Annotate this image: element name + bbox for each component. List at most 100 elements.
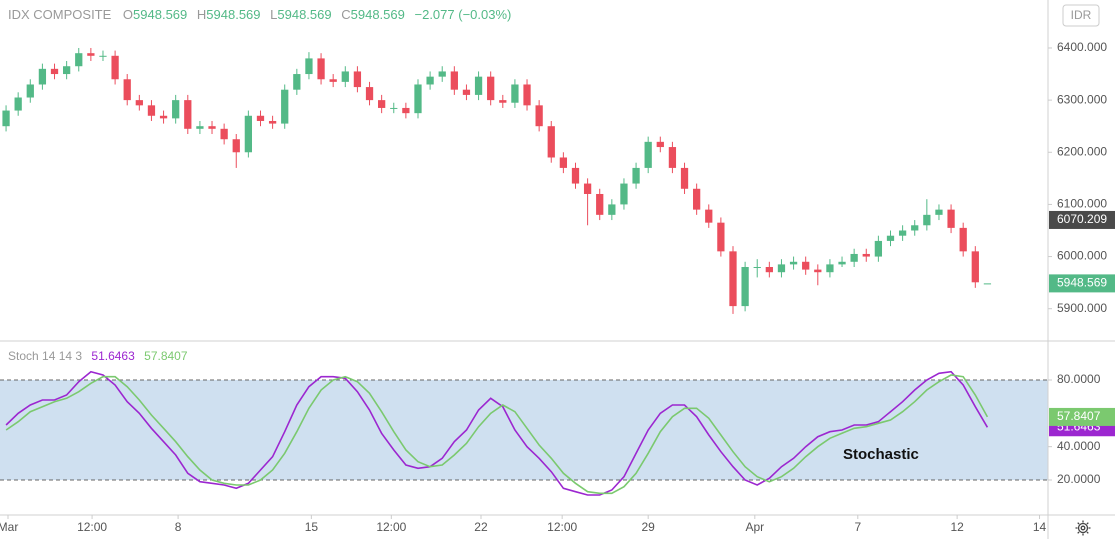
ohlc-value: 5948.569: [206, 7, 260, 22]
candle-body: [923, 214, 931, 226]
candle-body: [208, 126, 216, 129]
candle-body: [378, 100, 386, 108]
candle-body: [608, 204, 616, 215]
ohlc-letter: O: [123, 7, 133, 22]
candle-body: [511, 84, 519, 103]
candle-body: [111, 55, 119, 80]
candle-body: [196, 126, 204, 129]
candle-body: [38, 68, 47, 85]
header: IDX COMPOSITE O5948.569 H5948.569 L5948.…: [8, 7, 511, 22]
candle-body: [14, 97, 22, 111]
price-label: 5948.569: [1057, 276, 1107, 290]
candle-body: [523, 84, 531, 106]
stoch-k-value: 51.6463: [91, 349, 135, 363]
plot: [5, 370, 989, 496]
candle-body: [693, 188, 701, 210]
candle-body: [547, 126, 555, 158]
candle-body: [753, 266, 761, 268]
candle-body: [2, 110, 10, 127]
candle-body: [244, 115, 253, 153]
candle-body: [717, 222, 725, 252]
candle-body: [596, 193, 604, 215]
candle-body: [620, 183, 628, 205]
candle-body: [656, 141, 664, 148]
y-tick-label: 6400.000: [1057, 40, 1107, 54]
candle-body: [959, 227, 967, 252]
symbol: IDX COMPOSITE: [8, 7, 112, 22]
candle-body: [353, 71, 362, 88]
candle-body: [123, 79, 131, 101]
ohlc-letter: H: [197, 7, 206, 22]
candle-body: [293, 74, 301, 90]
x-tick-label: 12: [950, 520, 964, 534]
ohlc-value: 5948.569: [133, 7, 187, 22]
price-label-box: [1049, 274, 1115, 293]
y-tick-label: 80.0000: [1057, 372, 1101, 386]
x-tick-label: 29: [642, 520, 656, 534]
candle-body: [147, 105, 156, 116]
candle-body: [705, 209, 713, 223]
candle-body: [983, 283, 992, 285]
candle-body: [583, 183, 592, 194]
y-tick-label: 6000.000: [1057, 249, 1107, 263]
candle-body: [935, 209, 943, 215]
ohlc-letter: L: [270, 7, 277, 22]
x-tick-label: Mar: [0, 520, 18, 534]
x-tick-label: 15: [305, 520, 319, 534]
price-label-box: [1049, 210, 1115, 229]
candle-body: [172, 100, 180, 119]
candle-body: [256, 115, 265, 121]
annotation: Stochastic: [843, 446, 919, 463]
candle-body: [281, 89, 289, 124]
candle-body: [438, 71, 446, 77]
candle-body: [898, 230, 907, 236]
candle-body: [414, 84, 422, 114]
candle-body: [777, 264, 786, 273]
candle-body: [232, 139, 240, 153]
candle-body: [317, 58, 325, 80]
candle-body: [911, 225, 919, 231]
settings-icon[interactable]: [1075, 520, 1091, 536]
y-tick-label: 20.0000: [1057, 472, 1101, 486]
candle-body: [571, 167, 580, 184]
stoch-label: Stoch 14 14 3: [8, 349, 82, 363]
ohlc-value: 5948.569: [351, 7, 405, 22]
x-tick-label: 14: [1033, 520, 1047, 534]
candle-body: [789, 261, 798, 265]
candle-body: [765, 266, 773, 273]
candle-body: [729, 251, 737, 307]
x-tick-label: 7: [854, 520, 861, 534]
candle-body: [474, 76, 483, 95]
candle-body: [462, 89, 471, 95]
candle-body: [826, 264, 834, 273]
candle-body: [63, 66, 71, 75]
candle-body: [874, 240, 883, 257]
stoch-band: [0, 380, 1048, 480]
y-tick-label: 5900.000: [1057, 301, 1107, 315]
currency-button[interactable]: [1062, 4, 1100, 27]
candle-body: [99, 55, 107, 57]
candle-body: [341, 71, 349, 82]
candle-body: [220, 128, 228, 140]
ohlc-value: 5948.569: [277, 7, 331, 22]
candle-body: [365, 87, 374, 101]
candle-body: [268, 120, 277, 124]
stoch-pane: [0, 379, 1048, 481]
candle-body: [886, 235, 895, 241]
candle-body: [135, 100, 143, 106]
x-tick-label: Apr: [745, 520, 764, 534]
y-tick-label: 6200.000: [1057, 144, 1107, 158]
candle-body: [184, 100, 192, 129]
candle-body: [838, 261, 846, 265]
price-label: 57.8407: [1057, 409, 1101, 423]
price-label-box: [1049, 407, 1115, 426]
stoch-d-value: 57.8407: [144, 349, 188, 363]
candle-body: [402, 107, 410, 114]
candle-body: [87, 53, 95, 56]
candle-body: [802, 261, 810, 270]
ohlc-letter: C: [341, 7, 350, 22]
candle-body: [26, 84, 34, 98]
candle-body: [329, 79, 337, 82]
x-tick-label: 12:00: [547, 520, 577, 534]
